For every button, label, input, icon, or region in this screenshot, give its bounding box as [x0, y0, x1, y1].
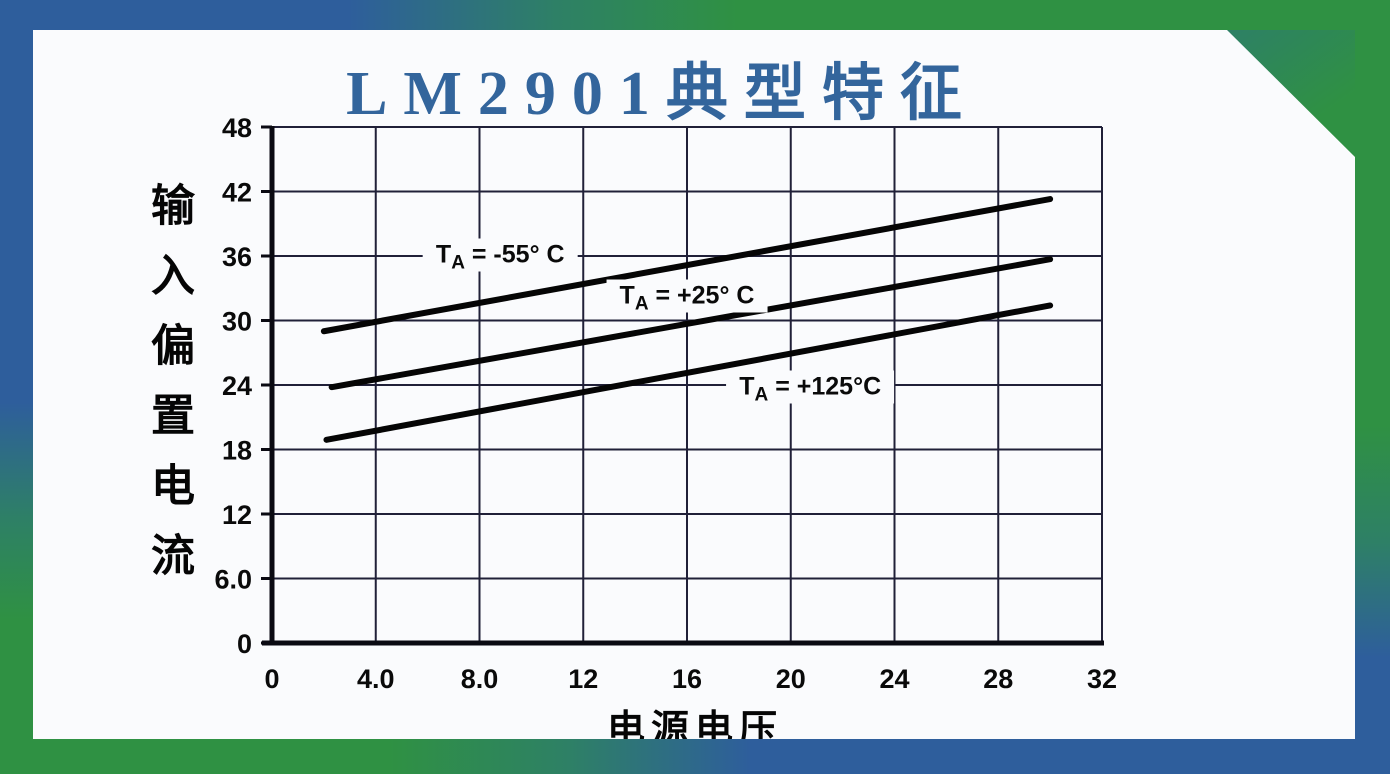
frame-top-border: [0, 0, 1390, 30]
x-tick-label: 28: [983, 664, 1013, 694]
series-label: TA = +125°C: [726, 370, 895, 404]
frame-left-border: [0, 0, 33, 774]
y-axis-title: 输入偏置电流: [144, 182, 193, 602]
series-label: TA = +25° C: [606, 279, 768, 313]
series-label: TA = -55° C: [422, 238, 578, 272]
x-tick-label: 0: [264, 664, 279, 694]
x-tick-label: 20: [776, 664, 806, 694]
x-tick-label: 24: [879, 664, 909, 694]
y-tick-label: 30: [222, 307, 252, 337]
y-tick-label: 42: [222, 178, 252, 208]
series-line: [328, 256, 1054, 391]
x-tick-label: 4.0: [357, 664, 395, 694]
y-tick-label: 18: [222, 436, 252, 466]
y-tick-label: 36: [222, 242, 252, 272]
frame-right-border: [1355, 0, 1390, 774]
series-line: [320, 196, 1054, 335]
y-tick-label: 48: [222, 113, 252, 143]
y-tick-label: 12: [222, 500, 252, 530]
frame-bottom-border: [0, 739, 1390, 774]
series-line: [323, 302, 1054, 443]
x-tick-label: 12: [568, 664, 598, 694]
x-tick-label: 8.0: [461, 664, 499, 694]
chart-title: LM2901典型特征: [346, 60, 978, 128]
x-tick-label: 32: [1087, 664, 1117, 694]
y-tick-label: 0: [237, 629, 252, 659]
y-tick-label: 6.0: [214, 565, 252, 595]
x-tick-label: 16: [672, 664, 702, 694]
y-tick-label: 24: [222, 371, 252, 401]
